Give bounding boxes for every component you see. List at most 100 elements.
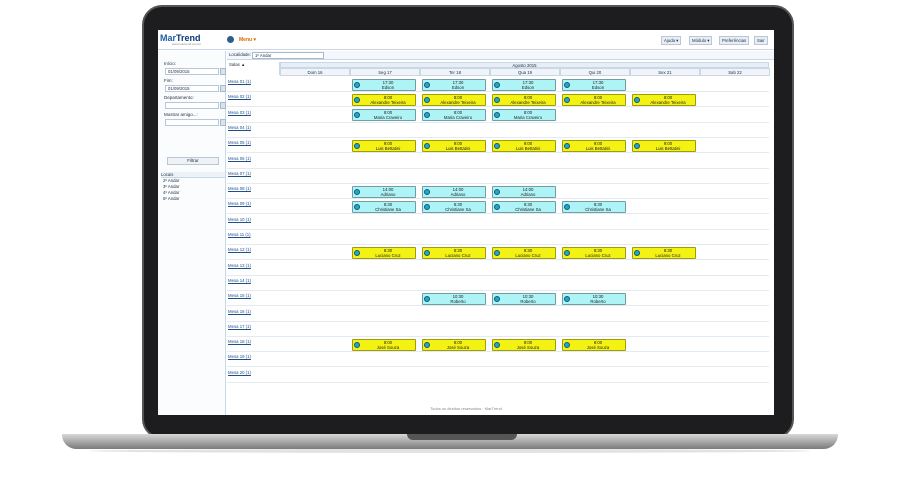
table-row: Mesa 04 (1) bbox=[227, 123, 769, 138]
room-label[interactable]: Mesa 15 (1) bbox=[228, 293, 251, 299]
room-label[interactable]: Mesa 11 (1) bbox=[228, 232, 251, 237]
booking-event[interactable]: 9:00 Luis Bettatini bbox=[492, 139, 556, 152]
booking-event[interactable]: 8:00 Alexandre Teixeira bbox=[422, 93, 486, 106]
booking-event[interactable]: 10:30 Roberto bbox=[562, 292, 626, 305]
booking-event[interactable]: 8:00 Maria Craveiro bbox=[422, 109, 486, 122]
module-button[interactable]: Módulo ▾ bbox=[689, 36, 713, 45]
room-label[interactable]: Mesa 10 (1) bbox=[228, 216, 251, 222]
booking-event[interactable]: 8:00 Alexandre Teixeira bbox=[352, 93, 416, 106]
menu-button[interactable]: Menu ▾ bbox=[239, 37, 256, 43]
booking-event[interactable]: 8:00 Alexandre Teixeira bbox=[632, 93, 696, 106]
room-label[interactable]: Mesa 09 (1) bbox=[228, 201, 251, 207]
booking-event[interactable]: 14:00 Adriano bbox=[422, 185, 486, 198]
booking-event[interactable]: 8:30 Luciano Cruz bbox=[632, 246, 696, 259]
location-item[interactable]: 4º Andar bbox=[163, 190, 180, 195]
booking-event[interactable]: 17:30 Edson bbox=[352, 78, 416, 91]
booking-event[interactable]: 8:30 Christiane Sa bbox=[562, 200, 626, 213]
calendar-icon[interactable] bbox=[220, 68, 226, 75]
booking-time: 8:00 bbox=[453, 94, 463, 100]
booking-event[interactable]: 8:00 Maria Craveiro bbox=[352, 109, 416, 122]
help-button[interactable]: Ajuda ▾ bbox=[661, 36, 682, 45]
booking-icon bbox=[564, 81, 570, 88]
booking-event[interactable]: 8:00 José Souza bbox=[492, 338, 556, 351]
room-label[interactable]: Mesa 04 (1) bbox=[228, 124, 251, 130]
booking-event[interactable]: 8:00 José Souza bbox=[422, 338, 486, 351]
booking-event[interactable]: 8:30 Christiane Sa bbox=[352, 200, 416, 213]
room-label[interactable]: Mesa 03 (1) bbox=[228, 109, 251, 115]
room-label[interactable]: Mesa 20 (1) bbox=[228, 369, 251, 375]
booking-event[interactable]: 8:30 Luciano Cruz bbox=[562, 246, 626, 259]
booking-icon bbox=[354, 188, 360, 195]
booking-event[interactable]: 8:30 Christiane Sa bbox=[422, 200, 486, 213]
exit-button[interactable]: Sair bbox=[754, 36, 768, 45]
room-label[interactable]: Mesa 14 (1) bbox=[228, 277, 251, 283]
booking-event[interactable]: 8:30 Luciano Cruz bbox=[492, 246, 556, 259]
end-date-input[interactable]: 01/09/2015 bbox=[165, 85, 219, 92]
booking-event[interactable]: 17:30 Edson bbox=[492, 78, 556, 91]
friend-select[interactable] bbox=[165, 119, 219, 126]
booking-event[interactable]: 9:00 Luis Bettatini bbox=[562, 139, 626, 152]
booking-event[interactable]: 8:30 Christiane Sa bbox=[492, 200, 556, 213]
location-select[interactable]: 1º Andar bbox=[252, 52, 324, 59]
day-header: Qui 20 bbox=[560, 68, 630, 76]
booking-event[interactable]: 17:30 Edson bbox=[562, 78, 626, 91]
booking-icon bbox=[494, 188, 500, 195]
booking-icon bbox=[424, 96, 430, 103]
booking-event[interactable]: 9:00 Luis Bettatini bbox=[632, 139, 696, 152]
room-label[interactable]: Mesa 13 (1) bbox=[228, 262, 251, 268]
start-date-input[interactable]: 01/09/2015 bbox=[165, 68, 219, 75]
globe-icon[interactable] bbox=[227, 36, 234, 43]
location-item[interactable]: 5º Andar bbox=[163, 196, 180, 201]
booking-event[interactable]: 14:00 Adriano bbox=[352, 185, 416, 198]
room-label[interactable]: Mesa 18 (1) bbox=[228, 339, 251, 345]
laptop-base bbox=[62, 434, 838, 449]
room-label[interactable]: Mesa 02 (1) bbox=[228, 94, 251, 100]
rooms-header[interactable]: Salas ▲ bbox=[227, 62, 280, 75]
booking-name: Alexandre Teixeira bbox=[580, 99, 616, 105]
room-label[interactable]: Mesa 01 (1) bbox=[228, 79, 251, 84]
booking-icon bbox=[634, 96, 640, 103]
room-label[interactable]: Mesa 07 (1) bbox=[228, 170, 251, 176]
room-label[interactable]: Mesa 19 (1) bbox=[228, 354, 251, 360]
booking-event[interactable]: 8:00 Alexandre Teixeira bbox=[562, 93, 626, 106]
filter-button[interactable]: Filtrar bbox=[167, 157, 219, 165]
booking-time: 8:00 bbox=[593, 94, 603, 100]
room-label[interactable]: Mesa 05 (1) bbox=[228, 140, 251, 146]
chevron-down-icon[interactable] bbox=[220, 102, 226, 109]
room-label[interactable]: Mesa 12 (1) bbox=[228, 247, 251, 253]
booking-event[interactable]: 8:30 Luciano Cruz bbox=[422, 246, 486, 259]
table-row: Mesa 10 (1) bbox=[227, 215, 769, 230]
booking-event[interactable]: 8:00 Maria Craveiro bbox=[492, 109, 556, 122]
location-item[interactable]: 3º Andar bbox=[163, 184, 180, 189]
booking-event[interactable]: 10:30 Roberto bbox=[492, 292, 556, 305]
booking-event[interactable]: 14:00 Adriano bbox=[492, 185, 556, 198]
calendar-icon[interactable] bbox=[220, 85, 226, 92]
booking-event[interactable]: 8:00 José Souza bbox=[562, 338, 626, 351]
booking-icon bbox=[634, 142, 640, 149]
booking-icon bbox=[424, 188, 430, 195]
room-label[interactable]: Mesa 17 (1) bbox=[228, 323, 251, 329]
booking-event[interactable]: 9:00 Luis Bettatini bbox=[422, 139, 486, 152]
room-label[interactable]: Mesa 06 (1) bbox=[228, 155, 251, 161]
booking-event[interactable]: 8:00 Alexandre Teixeira bbox=[492, 93, 556, 106]
booking-event[interactable]: 9:00 Luis Bettatini bbox=[352, 139, 416, 152]
booking-time: 10:30 bbox=[522, 293, 534, 299]
booking-time: 10:30 bbox=[452, 293, 464, 299]
room-label[interactable]: Mesa 08 (1) bbox=[228, 186, 251, 192]
booking-time: 8:30 bbox=[663, 247, 673, 253]
location-item[interactable]: 2º Andar bbox=[163, 178, 180, 183]
booking-icon bbox=[424, 81, 430, 88]
booking-event[interactable]: 8:30 Luciano Cruz bbox=[352, 246, 416, 259]
day-header: Qua 19 bbox=[490, 68, 560, 76]
booking-event[interactable]: 17:30 Edson bbox=[422, 78, 486, 91]
booking-event[interactable]: 8:00 José Souza bbox=[352, 338, 416, 351]
booking-name: Alexandre Teixeira bbox=[510, 99, 546, 105]
department-select[interactable] bbox=[165, 102, 219, 109]
chevron-down-icon[interactable] bbox=[220, 119, 226, 126]
locations-header: Locais bbox=[161, 172, 225, 178]
table-row: Mesa 11 (1) bbox=[227, 230, 769, 245]
preferences-button[interactable]: Preferências bbox=[719, 36, 750, 45]
room-label[interactable]: Mesa 16 (1) bbox=[228, 308, 251, 314]
booking-name: José Souza bbox=[586, 344, 610, 350]
booking-event[interactable]: 10:30 Roberto bbox=[422, 292, 486, 305]
